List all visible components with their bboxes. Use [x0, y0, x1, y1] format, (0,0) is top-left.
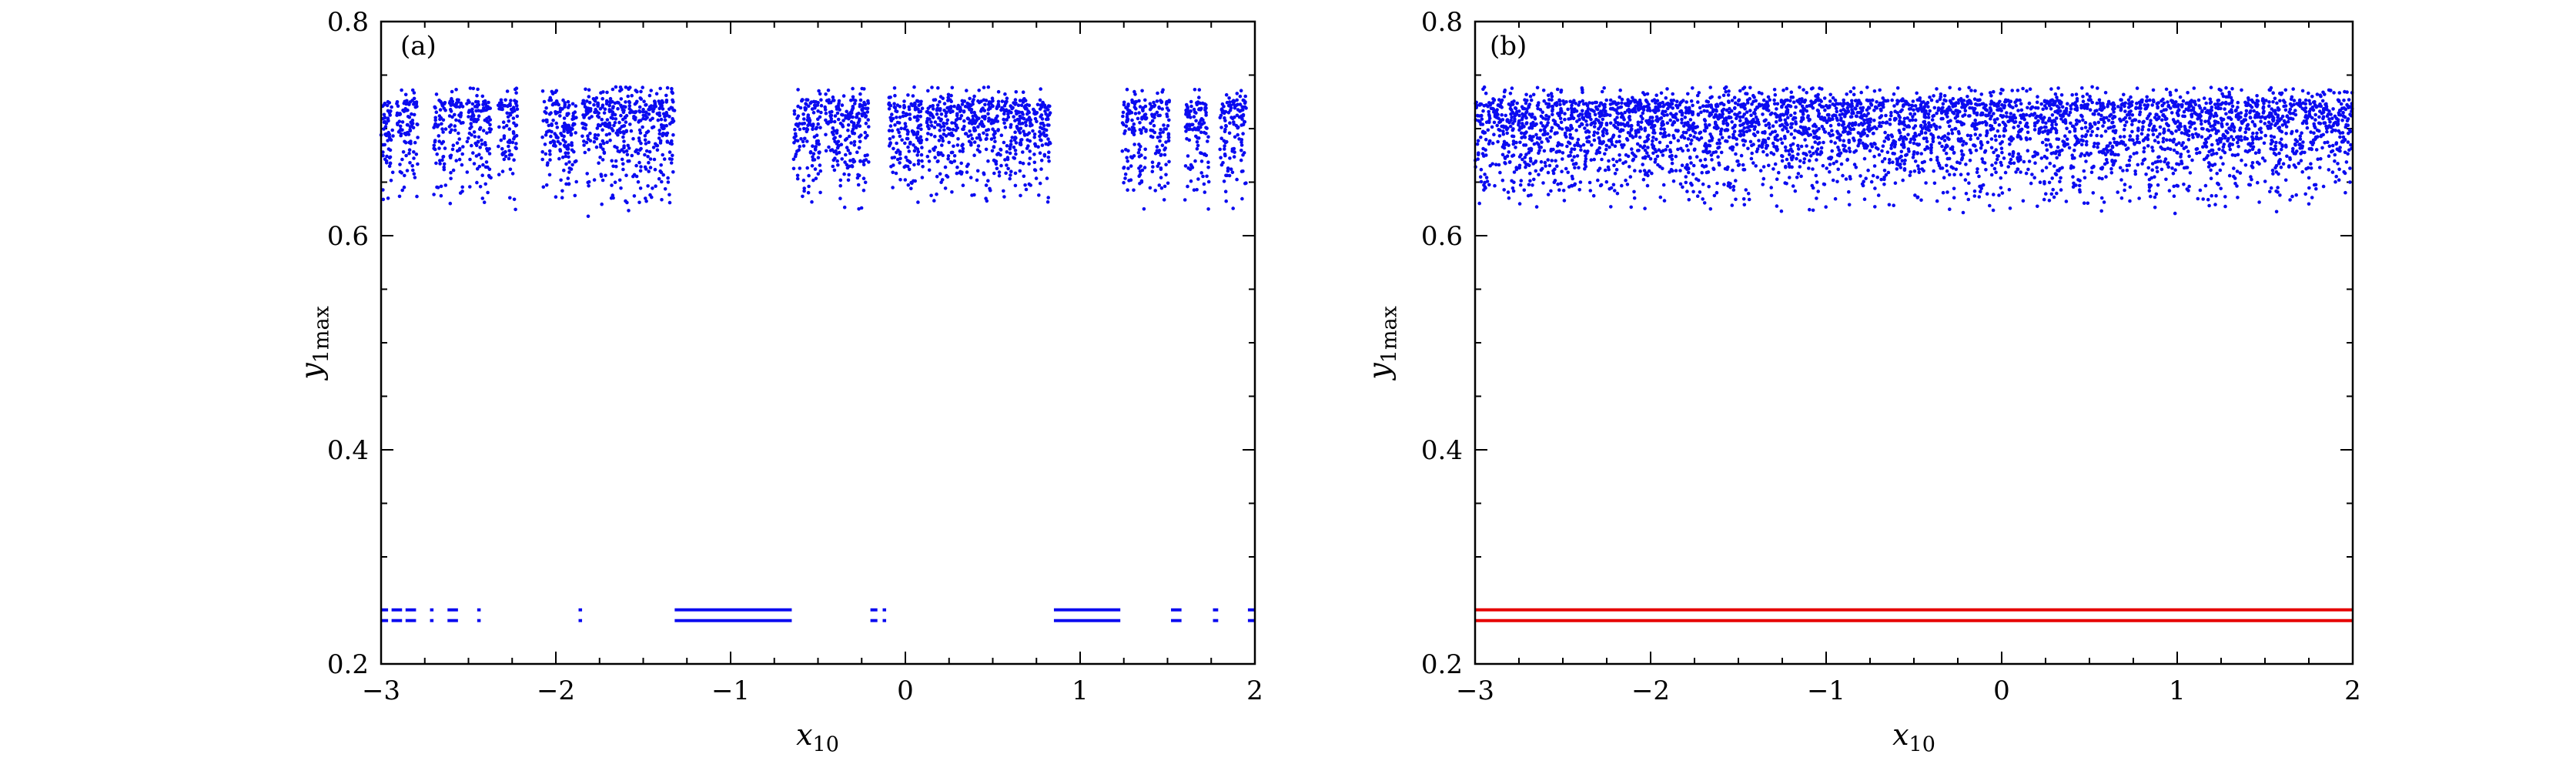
panel-a: −3 −2 −1 0 1 2 0.2 0.4 0.6 0.8 (a) x10 y1max: [295, 7, 1263, 757]
y-tick-label: 0.4: [327, 435, 369, 466]
tick-labels: −3 −2 −1 0 1 2 0.2 0.4 0.6 0.8: [1421, 7, 2361, 706]
ylabel-var: y: [1362, 363, 1397, 380]
y-tick-label: 0.8: [1421, 7, 1463, 38]
x-tick-label: 0: [1993, 675, 2010, 706]
tick-labels: −3 −2 −1 0 1 2 0.2 0.4 0.6 0.8: [327, 7, 1263, 706]
periodic-orbit-lines: [381, 608, 1255, 622]
x-tick-label: 1: [2169, 675, 2186, 706]
xlabel-sub: 10: [1909, 732, 1935, 757]
y-tick-label: 0.8: [327, 7, 369, 38]
panel-b-yaxis-label: y1max: [1363, 306, 1402, 380]
x-tick-label: 2: [2344, 675, 2361, 706]
xlabel-sub: 10: [812, 732, 839, 757]
ylabel-var: y: [294, 363, 329, 380]
xlabel-var: x: [796, 718, 813, 752]
x-tick-label: −2: [1631, 675, 1670, 706]
x-tick-label: 1: [1072, 675, 1089, 706]
x-tick-label: 2: [1246, 675, 1263, 706]
y-tick-label: 0.2: [1421, 649, 1463, 680]
axis-ticks: [380, 21, 1256, 665]
panel-b-chart: −3 −2 −1 0 1 2 0.2 0.4 0.6 0.8: [1421, 7, 2361, 706]
plot-frame: [380, 20, 1256, 665]
x-tick-label: −3: [362, 675, 400, 706]
y-tick-label: 0.4: [1421, 435, 1463, 466]
panel-b-xaxis-label: x10: [1892, 718, 1935, 757]
scatter-points: [379, 85, 1248, 219]
x-tick-label: −2: [537, 675, 575, 706]
ylabel-sub: 1max: [1377, 306, 1402, 364]
xlabel-var: x: [1892, 718, 1909, 752]
y-tick-label: 0.2: [327, 649, 369, 680]
panel-a-yaxis-label: y1max: [295, 306, 334, 380]
x-tick-label: −1: [1807, 675, 1845, 706]
ylabel-sub: 1max: [309, 306, 334, 364]
x-tick-label: −3: [1456, 675, 1494, 706]
panel-a-xaxis-label: x10: [796, 718, 839, 757]
panel-b-letter: (b): [1490, 31, 1527, 62]
panel-a-chart: −3 −2 −1 0 1 2 0.2 0.4 0.6 0.8: [327, 7, 1263, 706]
y-tick-label: 0.6: [1421, 221, 1463, 252]
panel-b: −3 −2 −1 0 1 2 0.2 0.4 0.6 0.8 (b) x10 y1max: [1288, 0, 2576, 781]
periodic-orbit-lines: [1475, 608, 2353, 622]
plot-frame: [1474, 20, 2354, 665]
y-tick-label: 0.6: [327, 221, 369, 252]
panel-a-letter: (a): [400, 31, 437, 62]
x-tick-label: 0: [897, 675, 914, 706]
x-tick-label: −1: [711, 675, 750, 706]
scatter-points: [1474, 85, 2354, 216]
